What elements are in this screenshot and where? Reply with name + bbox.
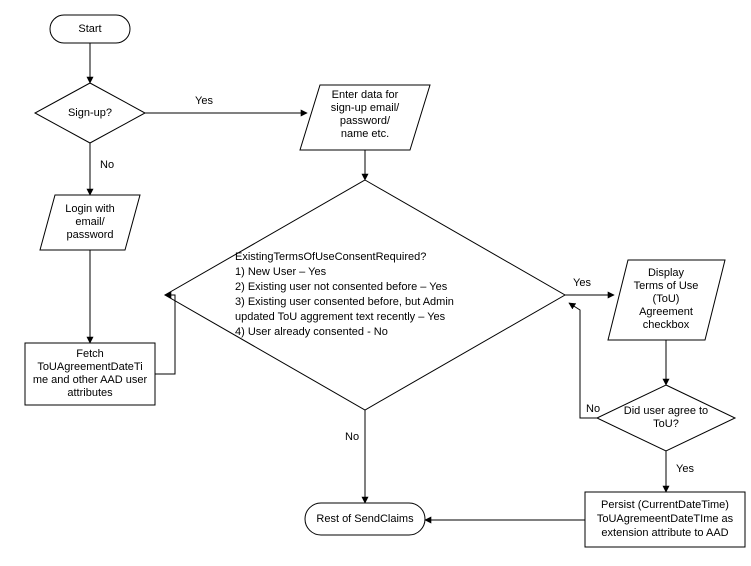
node-agree: Did user agree to ToU? [597, 385, 735, 451]
node-login-l2: password [66, 229, 113, 241]
node-login-l1: email/ [75, 216, 105, 228]
node-rest: Rest of SendClaims [305, 503, 425, 535]
edge-signup-enter-label: Yes [195, 95, 213, 107]
edge-signup-login-label: No [100, 159, 114, 171]
node-enter-l3: name etc. [341, 128, 389, 140]
node-display: Display Terms of Use (ToU) Agreement che… [608, 260, 725, 340]
node-enter-l0: Enter data for [332, 89, 399, 101]
node-consent-l5: 4) User already consented - No [235, 326, 388, 338]
node-consent-l3: 3) Existing user consented before, but A… [235, 296, 454, 308]
node-display-l0: Display [648, 267, 685, 279]
node-fetch-l1: ToUAgreementDateTi [37, 361, 142, 373]
node-agree-l0: Did user agree to [624, 405, 708, 417]
edge-agree-persist-label: Yes [676, 463, 694, 475]
node-display-l4: checkbox [643, 319, 690, 331]
node-signup-label: Sign-up? [68, 107, 112, 119]
node-consent-l0: ExistingTermsOfUseConsentRequired? [235, 251, 426, 263]
node-enter: Enter data for sign-up email/ password/ … [300, 85, 430, 150]
node-login: Login with email/ password [40, 195, 140, 250]
node-persist-l0: Persist (CurrentDateTime) [601, 499, 729, 511]
node-agree-l1: ToU? [653, 418, 679, 430]
node-consent: ExistingTermsOfUseConsentRequired? 1) Ne… [165, 180, 565, 410]
node-consent-l4: updated ToU aggrement text recently – Ye… [235, 311, 446, 323]
node-fetch: Fetch ToUAgreementDateTi me and other AA… [25, 343, 155, 405]
node-rest-label: Rest of SendClaims [316, 513, 414, 525]
node-persist-l2: extension attribute to AAD [601, 527, 728, 539]
node-fetch-l0: Fetch [76, 348, 104, 360]
node-consent-l2: 2) Existing user not consented before – … [235, 281, 448, 293]
edge-agree-consent-label: No [586, 403, 600, 415]
edge-consent-rest-label: No [345, 431, 359, 443]
node-persist: Persist (CurrentDateTime) ToUAgremeentDa… [585, 492, 745, 547]
node-consent-l1: 1) New User – Yes [235, 266, 327, 278]
flowchart-diagram: Start Sign-up? Enter data for sign-up em… [0, 0, 751, 566]
node-enter-l2: password/ [340, 115, 391, 127]
node-start: Start [50, 15, 130, 43]
edge-agree-consent [569, 303, 597, 418]
node-fetch-l2: me and other AAD user [33, 374, 148, 386]
node-display-l1: Terms of Use [634, 280, 699, 292]
edge-fetch-consent [155, 295, 175, 374]
node-fetch-l3: attributes [67, 387, 113, 399]
node-start-label: Start [78, 23, 101, 35]
node-enter-l1: sign-up email/ [331, 102, 400, 114]
edge-consent-display-label: Yes [573, 277, 591, 289]
node-login-l0: Login with [65, 203, 115, 215]
node-display-l3: Agreement [639, 306, 693, 318]
node-persist-l1: ToUAgremeentDateTIme as [597, 513, 734, 525]
node-signup: Sign-up? [35, 83, 145, 143]
node-display-l2: (ToU) [653, 293, 680, 305]
